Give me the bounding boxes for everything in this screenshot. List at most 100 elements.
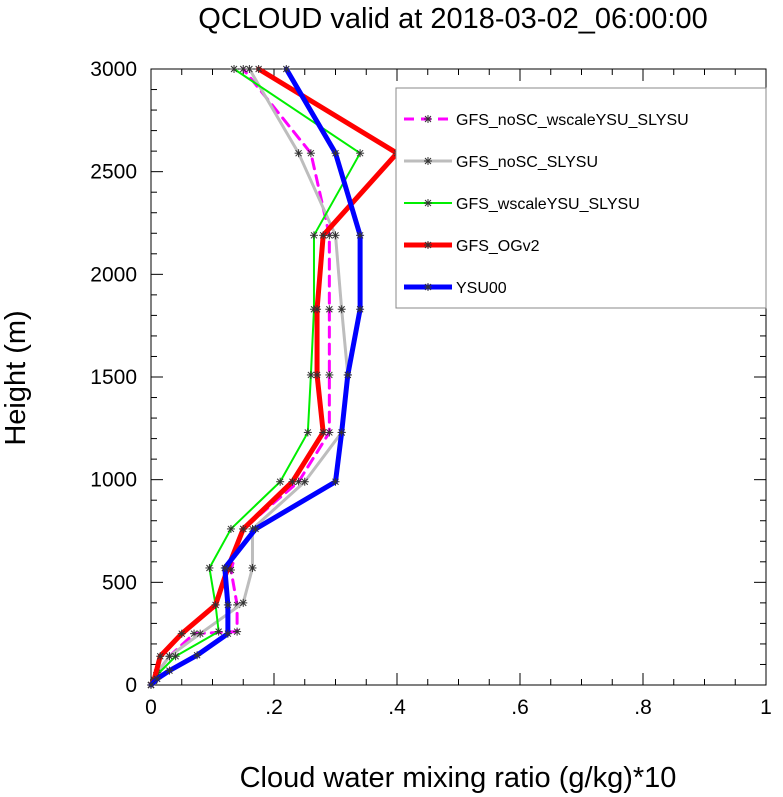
series-GFS_noSC_wscaleYSU_SLYSU	[147, 65, 334, 689]
marker-stroke	[424, 283, 432, 291]
x-tick-label: .8	[634, 696, 652, 719]
legend-label: GFS_wscaleYSU_SLYSU	[456, 196, 640, 213]
chart-title: QCLOUD valid at 2018-03-02_06:00:00	[198, 3, 707, 35]
marker-stroke	[356, 231, 364, 239]
marker-stroke	[190, 630, 198, 638]
marker-stroke	[249, 564, 256, 572]
y-tick-label: 500	[102, 571, 137, 594]
marker-stroke	[276, 478, 284, 486]
data-point	[337, 428, 346, 437]
marker-stroke	[252, 525, 259, 533]
marker-stroke	[325, 231, 333, 239]
marker-stroke	[424, 115, 432, 123]
marker-stroke	[239, 525, 247, 533]
x-tick-label: 0	[145, 696, 157, 719]
series-layer	[147, 65, 401, 689]
data-point	[319, 231, 328, 240]
marker-stroke	[295, 478, 302, 486]
y-tick-label: 1500	[90, 366, 137, 389]
y-tick-label: 0	[125, 674, 137, 697]
marker-stroke	[206, 564, 213, 572]
data-point	[223, 600, 232, 609]
data-point	[424, 157, 432, 165]
legend-entry: GFS_wscaleYSU_SLYSU	[404, 196, 640, 213]
marker-stroke	[424, 157, 432, 165]
legend-label: YSU00	[456, 280, 507, 297]
marker-stroke	[356, 305, 364, 313]
data-point	[226, 524, 235, 533]
data-point	[205, 563, 214, 572]
marker-stroke	[325, 429, 333, 436]
y-tick-label: 1000	[90, 469, 137, 492]
data-point	[325, 305, 334, 314]
marker-stroke	[178, 630, 186, 638]
marker-stroke	[233, 628, 241, 635]
marker-stroke	[224, 630, 232, 638]
marker-stroke	[332, 231, 339, 239]
data-point	[309, 231, 318, 240]
marker-stroke	[172, 652, 179, 660]
marker-stroke	[301, 478, 309, 486]
x-tick-label: 1	[760, 696, 772, 719]
data-point	[165, 666, 174, 675]
data-point	[248, 563, 257, 572]
marker-stroke	[246, 65, 253, 73]
data-point	[230, 65, 239, 73]
data-point	[177, 629, 186, 638]
data-point	[303, 428, 312, 437]
data-point	[331, 149, 340, 158]
data-point	[147, 681, 155, 689]
data-point	[254, 65, 263, 73]
marker-stroke	[156, 652, 164, 660]
marker-stroke	[230, 65, 238, 73]
legend-label: GFS_OGv2	[456, 238, 540, 255]
data-point	[331, 231, 340, 240]
data-point	[251, 524, 260, 533]
marker-stroke	[239, 599, 247, 607]
marker-stroke	[255, 65, 262, 73]
marker-stroke	[319, 231, 327, 239]
x-tick-label: .2	[265, 696, 283, 719]
marker-stroke	[224, 601, 232, 609]
marker-stroke	[424, 241, 432, 249]
data-point	[153, 674, 162, 683]
series-YSU00	[147, 65, 365, 689]
data-point	[288, 477, 297, 486]
legend-entry: GFS_OGv2	[404, 238, 540, 255]
data-point	[282, 65, 291, 73]
marker-stroke	[332, 478, 339, 486]
y-tick-label: 2500	[90, 161, 137, 184]
data-point	[424, 199, 432, 207]
marker-stroke	[356, 149, 364, 157]
marker-stroke	[313, 371, 321, 379]
data-point	[223, 629, 232, 638]
marker-stroke	[344, 371, 352, 379]
y-axis-label: Height (m)	[0, 310, 32, 445]
marker-stroke	[166, 667, 173, 674]
marker-stroke	[307, 149, 315, 157]
marker-stroke	[295, 149, 302, 157]
data-point	[276, 477, 285, 486]
series-GFS_OGv2	[147, 65, 401, 689]
legend: GFS_noSC_wscaleYSU_SLYSU GFS_noSC_SLYSU GF…	[395, 87, 767, 309]
series-GFS_noSC_SLYSU	[147, 65, 352, 689]
data-point	[156, 652, 165, 661]
data-point	[233, 627, 242, 636]
marker-stroke	[313, 305, 321, 313]
data-point	[356, 305, 365, 314]
marker-stroke	[193, 651, 201, 659]
data-point	[424, 283, 432, 291]
data-point	[424, 115, 432, 123]
data-point	[300, 477, 309, 486]
marker-stroke	[147, 681, 155, 689]
legend-entry: GFS_noSC_SLYSU	[404, 154, 598, 171]
marker-stroke	[166, 652, 173, 660]
data-point	[239, 524, 248, 533]
legend-entry: YSU00	[404, 280, 507, 297]
marker-stroke	[212, 601, 219, 609]
data-point	[294, 149, 303, 158]
marker-stroke	[319, 429, 327, 436]
data-point	[343, 370, 352, 379]
marker-stroke	[227, 525, 235, 533]
